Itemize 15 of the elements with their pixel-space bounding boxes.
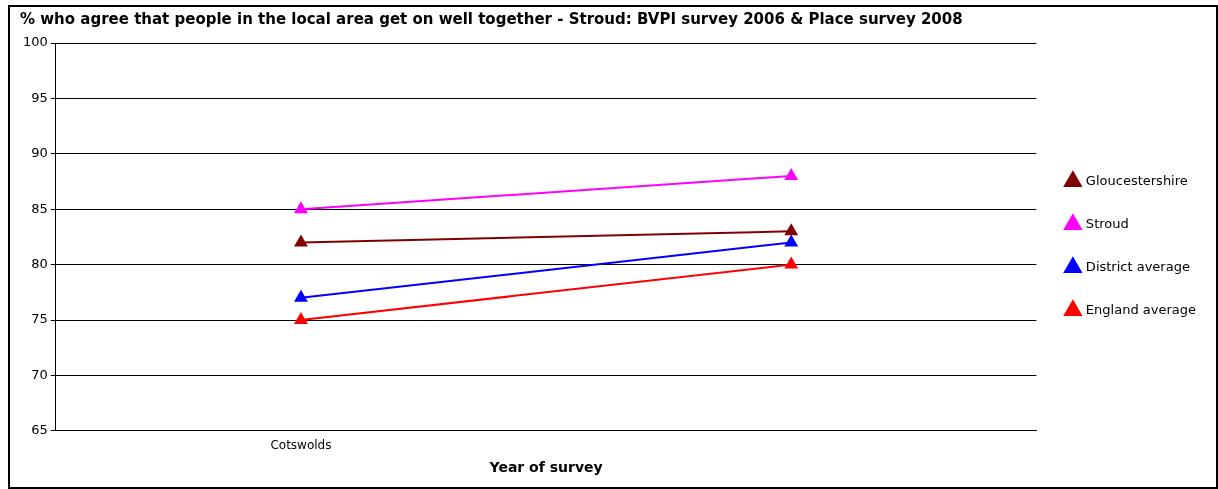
x-axis-title: Year of survey [488,459,603,476]
legend-label: Gloucestershire [1085,172,1188,188]
y-tick-label: 80 [31,255,48,271]
legend-label: District average [1085,258,1190,274]
y-tick-label: 65 [31,422,48,438]
y-tick-label: 100 [22,34,48,50]
legend-label: England average [1085,301,1197,317]
legend-label: Stroud [1085,215,1129,231]
y-tick-label: 95 [31,89,48,105]
chart-title: % who agree that people in the local area get on well together - Stroud: BVPI survey 2006 & Place survey 2008 [20,9,963,28]
y-tick-label: 70 [31,366,48,382]
x-tick-label: Cotswolds [270,438,332,453]
y-tick-label: 85 [31,200,48,216]
y-tick-label: 75 [31,311,48,327]
y-tick-label: 90 [31,145,48,161]
